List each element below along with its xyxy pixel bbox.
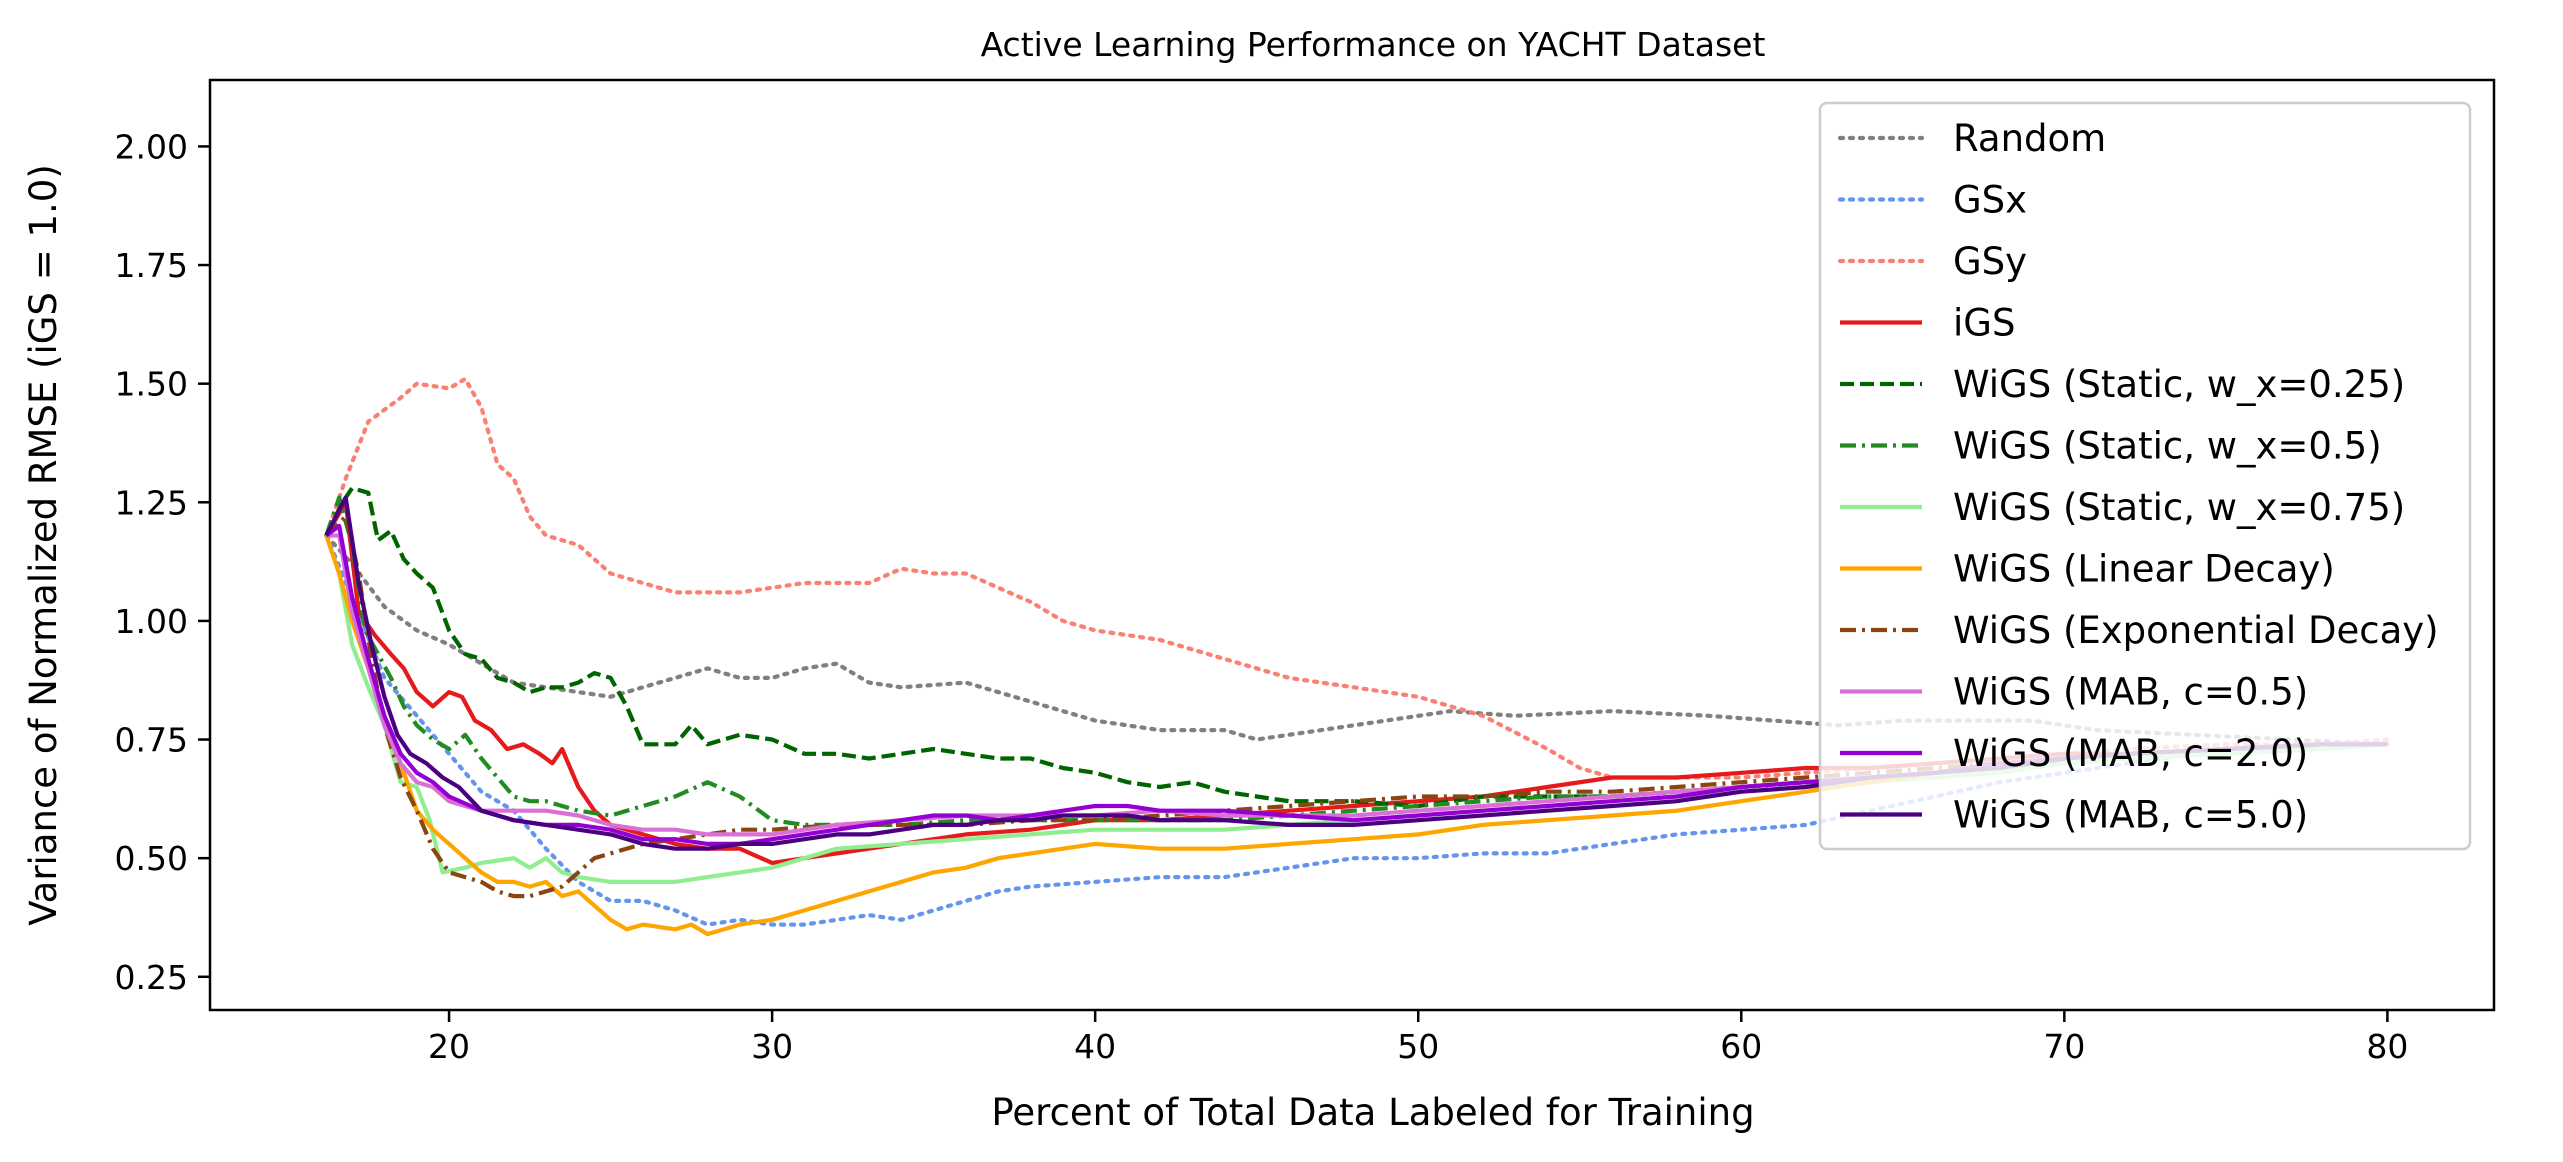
x-tick-label: 20 — [428, 1027, 470, 1066]
x-tick-label: 80 — [2366, 1027, 2408, 1066]
legend-label-wigs-mab-c-5-0: WiGS (MAB, c=5.0) — [1953, 794, 2308, 837]
legend-label-gsx: GSx — [1953, 179, 2027, 222]
y-tick-label: 2.00 — [115, 127, 188, 166]
y-axis: 0.25 0.50 0.75 1.00 1.25 1.50 1.75 2.00 — [115, 127, 210, 997]
y-tick-label: 0.50 — [115, 839, 188, 878]
legend-label-wigs-static-w-x-0-25: WiGS (Static, w_x=0.25) — [1953, 363, 2405, 406]
legend-label-wigs-static-w-x-0-75: WiGS (Static, w_x=0.75) — [1953, 486, 2405, 529]
x-tick-label: 40 — [1074, 1027, 1116, 1066]
x-tick-label: 30 — [751, 1027, 793, 1066]
series-line-wigs-mab-c-2-0 — [325, 523, 2388, 846]
y-tick-label: 0.25 — [115, 958, 188, 997]
legend-label-wigs-static-w-x-0-5: WiGS (Static, w_x=0.5) — [1953, 425, 2382, 468]
x-axis-title: Percent of Total Data Labeled for Traini… — [991, 1091, 1754, 1134]
legend-label-wigs-mab-c-2-0: WiGS (MAB, c=2.0) — [1953, 732, 2308, 775]
legend-label-wigs-linear-decay: WiGS (Linear Decay) — [1953, 548, 2335, 591]
y-tick-label: 1.00 — [115, 602, 188, 641]
legend-label-wigs-mab-c-0-5: WiGS (MAB, c=0.5) — [1953, 671, 2308, 714]
series-line-wigs-mab-c-5-0 — [324, 495, 2388, 851]
y-tick-label: 0.75 — [115, 721, 188, 760]
series-line-wigs-linear-decay — [324, 534, 2388, 937]
x-tick-label: 50 — [1397, 1027, 1439, 1066]
chart-title: Active Learning Performance on YACHT Dat… — [981, 25, 1766, 64]
series-line-wigs-exponential-decay — [324, 514, 2388, 899]
legend-label-wigs-exponential-decay: WiGS (Exponential Decay) — [1953, 609, 2439, 652]
legend-label-gsy: GSy — [1953, 240, 2027, 283]
series-line-gsx — [324, 533, 2390, 927]
legend-box — [1818, 101, 2472, 851]
x-axis: 20 30 40 50 60 70 80 — [428, 1010, 2408, 1066]
series-line-gsy — [324, 376, 2390, 780]
series-line-igs — [324, 500, 2388, 865]
y-tick-label: 1.25 — [115, 483, 188, 522]
legend: Random GSx GSy iGS WiGS (Static, w_x=0.25) Wi… — [1818, 101, 2472, 851]
x-tick-label: 70 — [2043, 1027, 2085, 1066]
y-axis-title: Variance of Normalized RMSE (iGS = 1.0) — [22, 164, 65, 926]
y-tick-label: 1.50 — [115, 365, 188, 404]
y-tick-label: 1.75 — [115, 246, 188, 285]
series-layer — [324, 376, 2390, 937]
plot-frame — [208, 78, 2496, 1012]
legend-label-igs: iGS — [1953, 302, 2015, 345]
x-tick-label: 60 — [1720, 1027, 1762, 1066]
legend-label-random: Random — [1953, 117, 2106, 160]
